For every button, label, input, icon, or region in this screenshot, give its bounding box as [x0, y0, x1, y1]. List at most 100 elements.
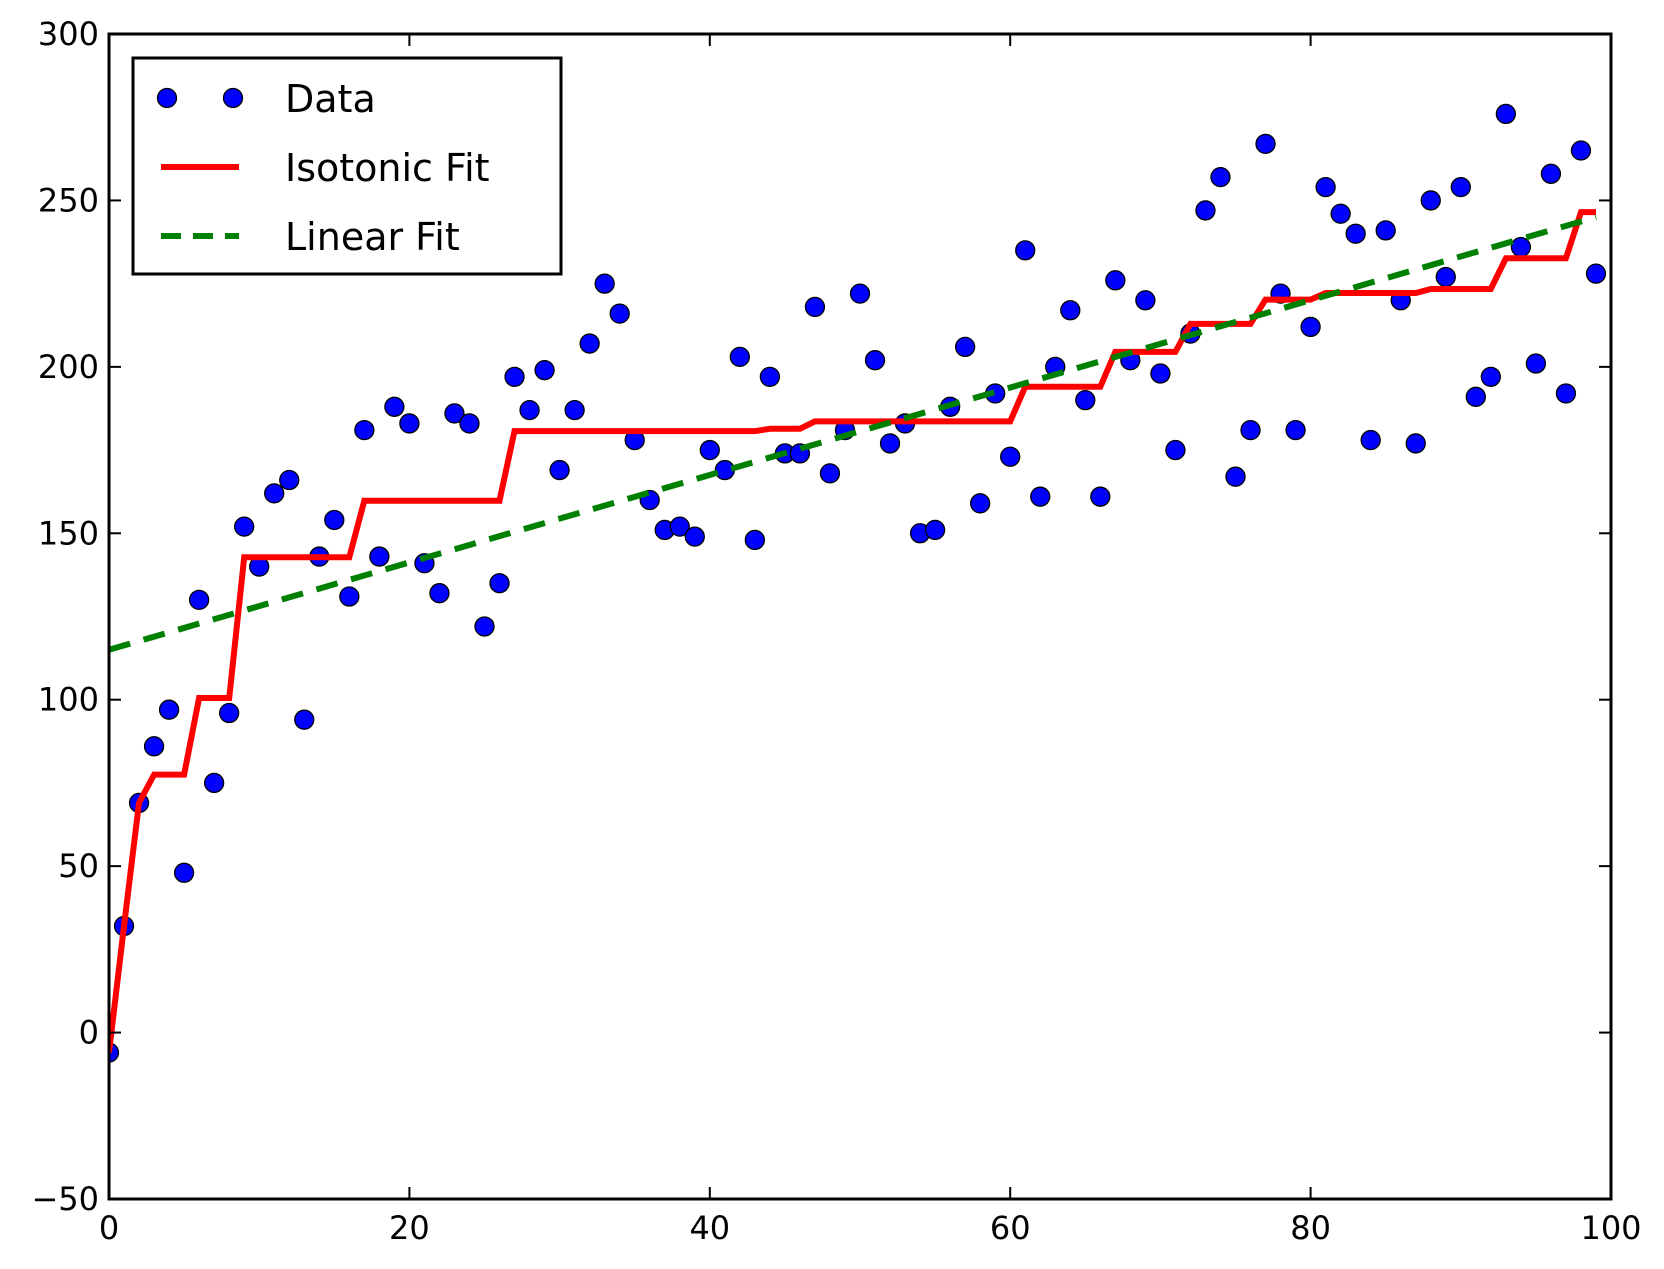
data-point — [669, 516, 690, 537]
legend-marker — [156, 87, 178, 109]
data-point — [188, 589, 210, 611]
data-point — [954, 336, 976, 358]
data-point — [1510, 236, 1532, 258]
data-point — [744, 529, 766, 551]
y-tick-label: 0 — [79, 1014, 99, 1052]
data-point — [579, 333, 600, 354]
data-point — [1105, 270, 1126, 291]
data-point — [1435, 266, 1456, 288]
data-point — [1255, 133, 1276, 154]
data-point — [1285, 419, 1306, 441]
data-point — [1210, 166, 1231, 188]
data-point — [429, 583, 450, 604]
data-point — [279, 469, 300, 491]
data-point — [1375, 220, 1396, 241]
x-tick-label: 20 — [389, 1209, 430, 1247]
data-point — [504, 366, 525, 387]
legend: Data Isotonic Fit Linear Fit — [131, 56, 563, 276]
data-point — [1465, 386, 1486, 407]
data-point — [1015, 240, 1036, 261]
data-point — [519, 399, 540, 421]
data-point — [294, 709, 315, 730]
data-point — [264, 483, 285, 504]
plot-marks — [109, 103, 1607, 1063]
data-point — [1225, 466, 1246, 487]
data-point — [864, 350, 886, 371]
x-tick-label: 0 — [99, 1209, 119, 1247]
data-point — [609, 303, 630, 324]
data-point — [384, 396, 405, 417]
data-point — [399, 413, 420, 434]
data-point — [714, 459, 735, 481]
data-point — [924, 519, 946, 541]
y-tick-label: 300 — [38, 15, 99, 53]
y-tick-label: 150 — [38, 514, 99, 552]
data-point — [354, 419, 375, 441]
legend-label: Isotonic Fit — [285, 146, 490, 190]
data-point — [1195, 200, 1216, 221]
data-point — [1165, 439, 1186, 461]
data-point — [444, 403, 465, 424]
data-point — [759, 366, 781, 387]
data-point — [729, 346, 750, 368]
legend-marker — [222, 87, 244, 109]
data-point — [549, 459, 570, 481]
data-point — [1060, 300, 1081, 321]
data-point — [699, 439, 720, 461]
data-point — [1300, 316, 1321, 338]
legend-label: Linear Fit — [285, 215, 460, 259]
isotonic-fit-line — [109, 209, 1596, 1053]
data-point — [804, 296, 826, 318]
data-point — [970, 493, 991, 514]
data-point — [879, 433, 901, 454]
y-tick-label: 200 — [38, 348, 99, 386]
data-point — [1555, 383, 1577, 404]
data-point — [1240, 419, 1261, 441]
data-point — [1075, 389, 1096, 411]
data-point — [1150, 363, 1171, 384]
data-point — [819, 463, 841, 484]
data-point — [1330, 203, 1351, 224]
data-point — [1135, 290, 1156, 311]
data-point — [534, 360, 555, 381]
x-tick-label: 40 — [689, 1209, 730, 1247]
data-point — [474, 616, 495, 637]
data-point — [324, 509, 345, 531]
data-point — [1030, 486, 1051, 507]
data-point — [849, 283, 871, 304]
data-point — [219, 702, 240, 724]
data-point — [339, 586, 360, 607]
data-point — [369, 546, 390, 567]
data-point — [564, 399, 585, 421]
data-point — [1315, 176, 1336, 198]
y-tick-label: 250 — [38, 181, 99, 219]
data-point — [1360, 429, 1381, 451]
data-point — [1540, 163, 1562, 184]
data-point — [459, 413, 480, 434]
x-tick-label: 60 — [990, 1209, 1031, 1247]
data-point — [1570, 140, 1592, 161]
plot-frame — [107, 32, 1613, 1201]
linear-fit-line — [109, 214, 1597, 653]
data-point — [1405, 433, 1426, 454]
data-point — [143, 736, 165, 757]
data-point — [1495, 103, 1517, 125]
x-tick-label: 80 — [1290, 1209, 1331, 1247]
data-point — [158, 699, 180, 720]
data-point — [1480, 366, 1501, 387]
data-point — [1525, 353, 1547, 374]
plot-area — [109, 103, 1607, 1063]
y-tick-label: −50 — [31, 1180, 99, 1218]
y-tick-label: 100 — [38, 681, 99, 719]
data-point — [203, 772, 225, 794]
data-point — [1585, 263, 1607, 284]
data-point — [594, 273, 615, 294]
data-point — [489, 573, 510, 594]
y-tick-label: 50 — [58, 847, 99, 885]
data-point — [684, 526, 705, 547]
data-point — [173, 862, 195, 883]
data-point — [1000, 446, 1021, 467]
data-point — [234, 516, 255, 537]
